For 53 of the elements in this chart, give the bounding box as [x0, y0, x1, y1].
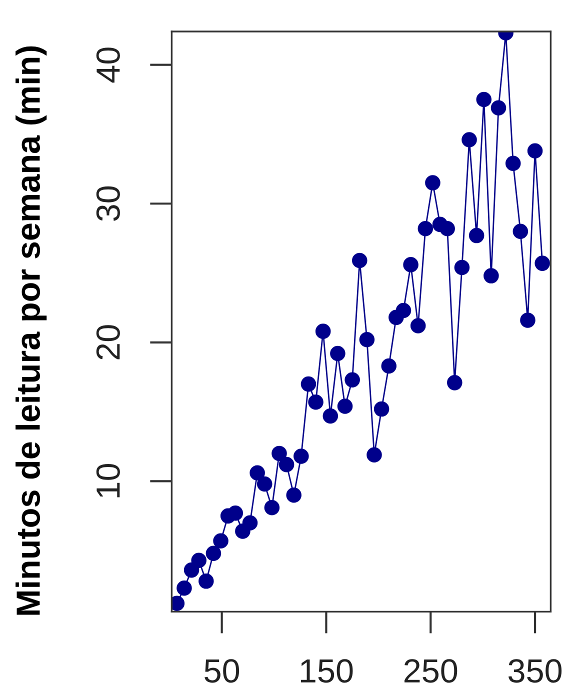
y-tick-label: 20	[96, 325, 120, 360]
x-tick-label: 150	[300, 659, 353, 683]
point	[286, 487, 302, 503]
y-tick-label: 40	[96, 48, 120, 83]
x-tick-label: 250	[404, 659, 458, 683]
point	[278, 456, 294, 472]
point	[418, 220, 434, 236]
point	[359, 332, 375, 348]
point	[250, 465, 265, 481]
point	[228, 506, 244, 521]
x-tick-label: 50	[204, 659, 240, 683]
point	[352, 252, 368, 268]
y-axis-title: Minutos de leitura por semana (min)	[16, 46, 47, 615]
point	[176, 580, 192, 596]
point	[534, 256, 550, 271]
point	[468, 228, 484, 244]
point	[403, 257, 418, 272]
y-tick-label: 10	[96, 464, 120, 498]
point	[512, 224, 528, 240]
point	[366, 447, 382, 462]
point	[294, 448, 309, 464]
point	[396, 302, 412, 318]
point	[213, 533, 228, 549]
point	[374, 401, 390, 417]
point	[520, 312, 536, 328]
point	[198, 574, 214, 589]
point	[505, 156, 521, 172]
x-tick-label: 350	[508, 659, 562, 683]
point	[264, 500, 280, 516]
point	[308, 394, 324, 410]
point	[256, 476, 272, 492]
point	[410, 318, 426, 334]
point	[527, 143, 543, 159]
point	[272, 446, 287, 462]
point	[242, 515, 258, 531]
y-tick-label: 30	[96, 186, 120, 221]
point	[476, 92, 492, 108]
point	[206, 546, 222, 562]
point	[381, 358, 397, 374]
point	[344, 372, 360, 388]
point	[315, 324, 331, 339]
point	[425, 175, 440, 190]
point	[300, 376, 316, 392]
point	[447, 375, 462, 390]
point	[454, 260, 470, 276]
point	[440, 220, 455, 236]
point	[484, 268, 499, 284]
point	[490, 100, 506, 116]
point	[330, 346, 346, 362]
point	[322, 408, 338, 424]
point	[462, 132, 477, 148]
point	[337, 398, 353, 414]
point	[191, 552, 206, 568]
